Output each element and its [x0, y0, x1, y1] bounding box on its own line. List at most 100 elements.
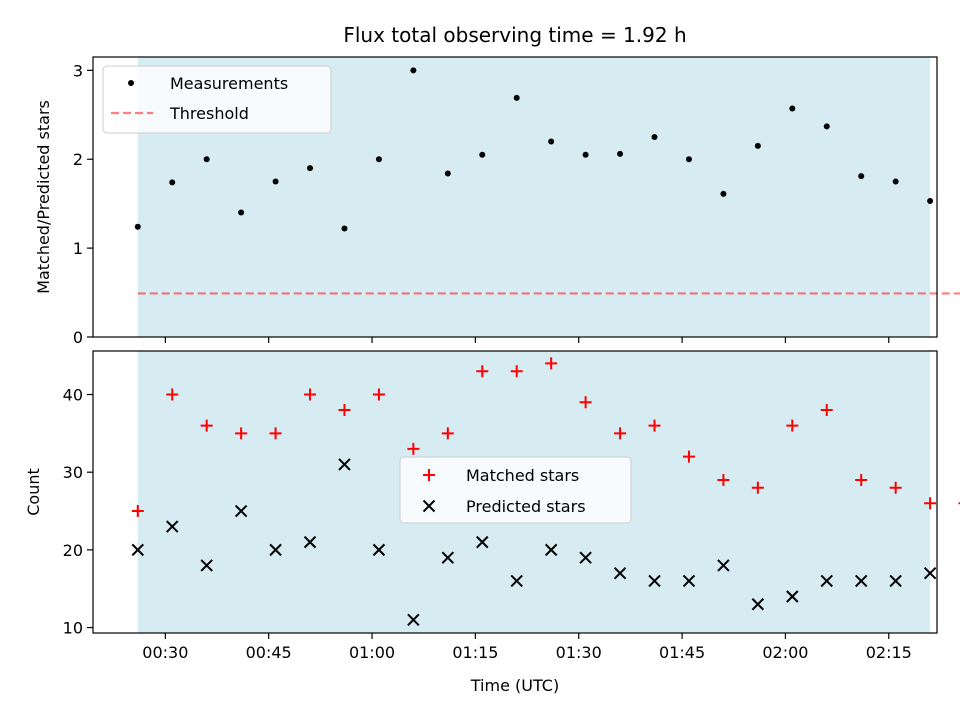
measurement-point — [203, 156, 210, 163]
matched-star-point — [924, 497, 937, 510]
matched-star-point — [855, 473, 868, 486]
measurement-point — [617, 150, 624, 157]
predicted-star-point — [131, 543, 144, 557]
measurement-point — [479, 151, 486, 158]
predicted-star-point — [648, 574, 661, 588]
legend: Matched stars Predicted stars — [399, 456, 632, 524]
predicted-star-point — [579, 551, 592, 564]
measurement-point — [858, 173, 865, 180]
legend-label: Predicted stars — [466, 497, 586, 516]
matched-star-point — [200, 419, 213, 432]
matched-star-point — [407, 442, 420, 455]
x-tick-label: 00:30 — [142, 643, 188, 662]
x-tick-label: 02:00 — [762, 643, 808, 662]
measurement-point — [720, 190, 727, 197]
predicted-star-point — [786, 590, 799, 603]
y-tick-label: 20 — [63, 541, 83, 560]
measurement-point — [789, 105, 796, 112]
legend-box — [102, 65, 332, 134]
matched-star-point — [510, 365, 523, 378]
figure-title: Flux total observing time = 1.92 h — [343, 23, 686, 47]
matched-star-point — [166, 388, 179, 401]
predicted-star-point — [200, 559, 213, 572]
y-tick-label: 1 — [73, 239, 83, 258]
measurement-point — [134, 223, 141, 230]
matched-star-point — [304, 388, 317, 401]
legend: Measurements Threshold — [102, 65, 332, 134]
matched-star-point — [820, 404, 833, 417]
x-tick-label: 01:00 — [349, 643, 395, 662]
axes-frame — [92, 56, 938, 338]
y-tick-label: 10 — [63, 619, 83, 638]
measurement-point — [823, 123, 830, 130]
matched-star-point — [235, 427, 248, 440]
matched-star-point — [269, 427, 282, 440]
measurement-point — [685, 156, 692, 163]
predicted-star-point — [855, 574, 868, 588]
measurement-point — [892, 178, 899, 185]
matched-star-point — [786, 419, 799, 432]
y-tick-label: 3 — [73, 61, 83, 80]
measurement-point — [375, 156, 382, 163]
measurement-point — [651, 134, 658, 140]
y-tick-label: 30 — [63, 463, 83, 482]
matched-star-point — [476, 365, 489, 378]
matched-star-point — [441, 427, 454, 440]
legend-matched-marker — [423, 469, 435, 481]
measurement-point — [582, 151, 589, 158]
measurement-point — [444, 170, 451, 177]
y-axis-label: Matched/Predicted stars — [34, 100, 53, 294]
measurement-point — [513, 94, 520, 101]
measurement-point — [410, 67, 417, 74]
predicted-star-point — [166, 520, 179, 533]
y-axis-label: Count — [24, 468, 43, 516]
measurement-point — [307, 165, 314, 172]
predicted-star-point — [889, 574, 902, 588]
predicted-star-point — [510, 574, 523, 588]
predicted-star-point — [751, 598, 765, 611]
x-tick-label: 01:45 — [659, 643, 705, 662]
legend-predicted-marker — [422, 499, 436, 513]
y-tick-label: 2 — [73, 150, 83, 169]
y-tick-label: 40 — [63, 386, 83, 405]
matched-star-point — [717, 473, 730, 486]
predicted-star-point — [372, 543, 386, 557]
matched-star-point — [545, 357, 558, 370]
measurement-point — [341, 225, 348, 232]
matched-star-point — [372, 388, 385, 401]
measurement-point — [548, 138, 555, 145]
measurement-point — [272, 178, 279, 185]
legend-box — [399, 456, 632, 524]
x-tick-label: 02:15 — [866, 643, 912, 662]
x-tick-label: 01:30 — [556, 643, 602, 662]
predicted-star-point — [923, 566, 937, 580]
axes-frame — [92, 350, 938, 634]
matched-star-point — [338, 404, 351, 417]
matched-star-point — [648, 419, 661, 432]
predicted-star-point — [682, 574, 696, 588]
predicted-star-point — [717, 559, 730, 572]
matched-star-point — [751, 481, 764, 494]
legend-label: Matched stars — [466, 466, 579, 485]
legend-label: Measurements — [170, 74, 288, 93]
predicted-star-point — [234, 504, 248, 518]
predicted-star-point — [407, 613, 420, 627]
x-tick-label: 00:45 — [246, 643, 292, 662]
legend-label: Threshold — [169, 104, 249, 123]
matched-star-point — [579, 396, 592, 409]
predicted-star-point — [441, 551, 455, 564]
predicted-star-point — [338, 458, 351, 471]
y-tick-label: 0 — [73, 328, 83, 347]
legend-measurement-marker — [128, 80, 134, 86]
matched-star-point — [889, 481, 902, 494]
predicted-star-point — [544, 543, 558, 557]
bottom-panel: 10 20 30 40 00:30 00:45 01:00 01:15 01:30 01:45 02… — [24, 350, 960, 695]
matched-star-point — [682, 450, 695, 463]
x-tick-label: 01:15 — [452, 643, 498, 662]
predicted-star-point — [820, 574, 833, 588]
measurement-point — [754, 142, 761, 149]
matched-star-point — [131, 505, 144, 518]
top-panel: 0 1 2 3 Matched/Predicted stars Measurements T… — [34, 56, 960, 347]
predicted-star-point — [303, 535, 317, 549]
